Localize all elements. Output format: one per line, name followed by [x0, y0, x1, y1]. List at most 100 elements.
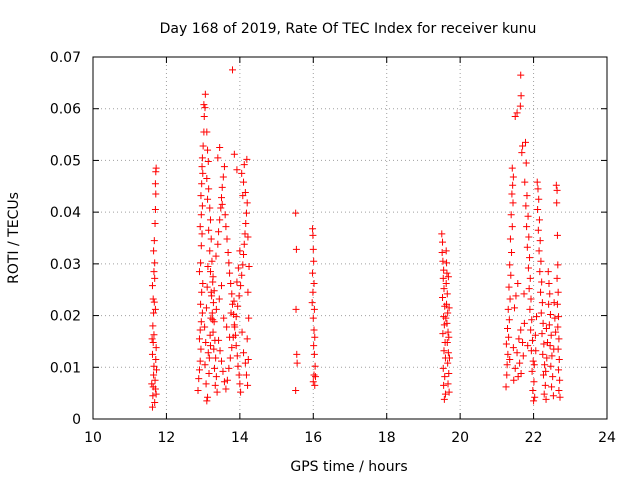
data-point — [535, 247, 543, 255]
data-point — [238, 169, 246, 177]
data-point — [444, 273, 452, 281]
data-points — [148, 66, 564, 411]
data-point — [510, 376, 518, 384]
data-point — [204, 349, 212, 357]
data-point — [229, 66, 237, 74]
data-point — [211, 381, 219, 389]
data-point — [442, 280, 450, 288]
data-point — [505, 316, 513, 324]
data-point — [529, 387, 537, 395]
data-point — [309, 225, 317, 233]
data-point — [514, 373, 522, 381]
data-point — [310, 305, 318, 313]
data-point — [239, 192, 247, 200]
data-point — [509, 199, 517, 207]
data-point — [539, 371, 547, 379]
data-point — [535, 216, 543, 224]
data-point — [241, 359, 249, 367]
data-point — [505, 333, 513, 341]
data-point — [220, 163, 228, 171]
data-point — [531, 331, 539, 339]
data-point — [445, 354, 453, 362]
data-point — [227, 309, 235, 317]
data-point — [525, 233, 533, 241]
data-point — [209, 299, 217, 307]
data-point — [547, 331, 555, 339]
data-point — [244, 356, 252, 364]
data-point — [202, 338, 210, 346]
data-point — [513, 109, 521, 117]
data-point — [554, 323, 562, 331]
data-point — [218, 183, 226, 191]
data-point — [440, 395, 448, 403]
data-point — [150, 309, 158, 317]
data-point — [199, 169, 207, 177]
data-point — [439, 293, 447, 301]
data-point — [528, 336, 536, 344]
data-point — [149, 295, 157, 303]
data-point — [549, 392, 557, 400]
data-point — [443, 290, 451, 298]
data-point — [239, 261, 247, 269]
data-point — [440, 347, 448, 355]
data-point — [506, 295, 514, 303]
data-point — [150, 298, 158, 306]
data-point — [506, 356, 514, 364]
data-point — [148, 380, 156, 388]
data-point — [206, 204, 214, 212]
data-point — [439, 238, 447, 246]
data-point — [205, 354, 213, 362]
x-tick-label: 14 — [231, 430, 249, 446]
data-point — [148, 350, 156, 358]
data-point — [504, 305, 512, 313]
data-point — [222, 223, 230, 231]
data-point — [218, 282, 225, 290]
data-point — [245, 314, 253, 322]
data-point — [233, 278, 241, 286]
x-tick-labels: 10 12 14 16 18 20 22 24 — [84, 430, 616, 446]
data-point — [548, 352, 556, 360]
data-point — [537, 309, 545, 317]
data-point — [226, 269, 234, 277]
data-point — [521, 138, 529, 146]
data-point — [548, 383, 556, 391]
axis-ticks — [92, 56, 608, 420]
data-point — [311, 333, 319, 341]
data-point — [241, 230, 249, 238]
data-point — [151, 398, 159, 406]
data-point — [542, 395, 550, 403]
data-point — [538, 330, 546, 338]
data-point — [226, 354, 234, 362]
data-point — [149, 322, 157, 330]
data-point — [523, 192, 531, 200]
data-point — [198, 230, 206, 238]
data-point — [218, 200, 226, 208]
data-point — [526, 274, 534, 282]
data-point — [148, 335, 156, 343]
data-point — [543, 354, 551, 362]
data-point — [244, 381, 252, 389]
data-point — [195, 335, 203, 343]
data-point — [208, 257, 216, 265]
y-tick-labels: 0 0.01 0.02 0.03 0.04 0.05 0.06 0.07 — [50, 50, 81, 428]
data-point — [555, 366, 563, 374]
data-point — [230, 150, 238, 158]
data-point — [198, 180, 206, 188]
data-point — [211, 364, 219, 372]
data-point — [539, 319, 547, 327]
data-point — [151, 259, 159, 267]
data-point — [520, 319, 528, 327]
data-point — [235, 371, 243, 379]
data-point — [208, 309, 216, 317]
data-point — [201, 323, 209, 331]
data-point — [240, 178, 248, 186]
data-point — [195, 375, 203, 383]
data-point — [556, 393, 564, 401]
y-axis-title: ROTI / TECUs — [6, 192, 22, 284]
data-point — [531, 393, 539, 401]
x-axis-title: GPS time / hours — [290, 459, 407, 475]
data-point — [215, 228, 223, 236]
data-point — [204, 393, 212, 401]
data-point — [197, 318, 205, 326]
data-point — [198, 202, 206, 210]
